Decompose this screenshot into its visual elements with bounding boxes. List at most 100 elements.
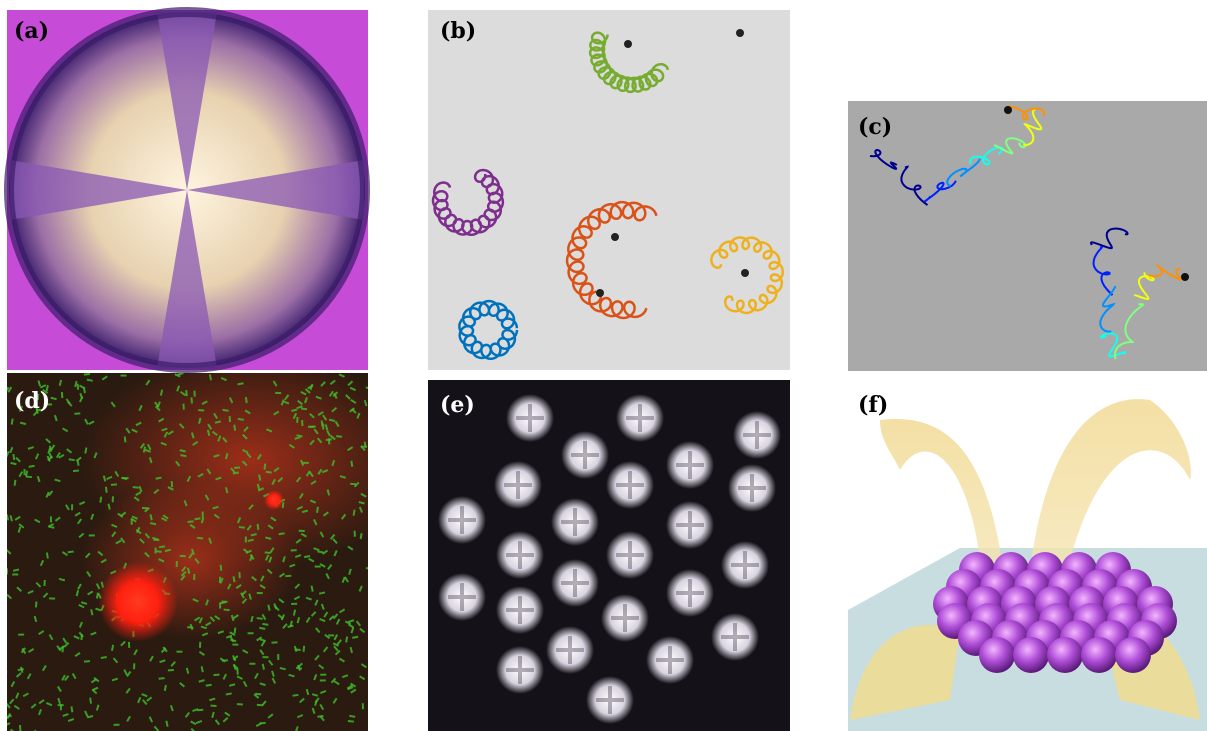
bacterium [110, 401, 116, 408]
bacterium [189, 523, 196, 529]
bacterium [250, 615, 254, 623]
bacterium [321, 549, 329, 555]
bacterium [180, 454, 187, 458]
bacterium [284, 394, 290, 401]
bacterium [164, 548, 171, 553]
bacterium [242, 448, 249, 454]
bacterium [133, 649, 138, 656]
bacterium [356, 412, 361, 419]
bacterium [139, 538, 145, 544]
bacterium [235, 583, 242, 589]
bacterium [214, 420, 222, 424]
spheres [933, 552, 1177, 673]
bacterium [264, 554, 270, 561]
bacterium [223, 608, 230, 612]
bacterium [190, 548, 195, 555]
bacterium [46, 455, 51, 462]
trajectories-c [869, 105, 1189, 360]
bacterium [170, 661, 176, 667]
bacterium [296, 714, 304, 719]
defect-cross [738, 474, 766, 502]
bacterium [161, 517, 168, 522]
bacterium [43, 579, 46, 586]
bacterium [230, 467, 236, 474]
bacterium [256, 523, 260, 530]
bacterium [159, 389, 164, 396]
bacterium [205, 621, 212, 627]
bacterium [190, 397, 193, 404]
bacterium [7, 514, 10, 521]
bacterium [325, 573, 330, 580]
particle [1181, 273, 1189, 281]
bacterium [267, 713, 274, 719]
bacterium [301, 420, 304, 427]
bacterium [167, 430, 174, 436]
bacterium [110, 483, 118, 486]
defect-cross [506, 596, 534, 624]
bacterium [365, 386, 368, 391]
trajectory [565, 200, 658, 320]
trajectory [588, 31, 670, 94]
bacterium [211, 430, 218, 437]
bacterium [196, 536, 204, 540]
bacterium [144, 448, 151, 453]
bacterium [363, 441, 367, 448]
bacterium [10, 680, 16, 688]
bacterium [46, 702, 53, 707]
sphere [1013, 637, 1049, 673]
bacterium [334, 649, 341, 656]
bacterium [9, 728, 16, 731]
bacterium [247, 538, 254, 542]
bacterium [273, 603, 278, 610]
bacterium [139, 442, 146, 449]
bacterium [201, 632, 209, 637]
bacterium [289, 620, 293, 627]
bacterium [315, 395, 322, 400]
bacterium [338, 608, 346, 614]
bacterium [289, 563, 296, 568]
particle [611, 233, 619, 241]
bacterium [350, 460, 354, 467]
bacterium [320, 381, 326, 387]
trajectory [1023, 108, 1043, 147]
bacterium [322, 414, 328, 421]
bacterium [338, 657, 346, 663]
bacterium [27, 446, 34, 450]
defect-cross [506, 656, 534, 684]
bacterium [259, 649, 265, 656]
bacterium [141, 506, 149, 510]
bacterium [42, 592, 49, 599]
bacterium [232, 576, 236, 583]
panel-label: (c) [858, 114, 892, 140]
bacterium [93, 677, 100, 683]
bacterium [241, 590, 247, 596]
bacterium [27, 590, 34, 595]
bacterium [287, 624, 294, 629]
bacterium [314, 565, 321, 568]
bacterium [15, 456, 21, 463]
defect-cross [676, 451, 704, 479]
bacterium [162, 514, 169, 520]
bacterium [100, 558, 107, 564]
bacterium [50, 396, 57, 401]
bacterium [212, 505, 219, 510]
bacterium [137, 696, 142, 704]
bacterium [86, 714, 94, 719]
bacterium [158, 677, 165, 680]
trajectory [993, 137, 1027, 155]
bacterium [323, 611, 329, 618]
bacterium [111, 496, 114, 503]
bacterium [18, 471, 24, 478]
bacterium [61, 551, 69, 557]
bacterium [260, 575, 265, 582]
bacterium [48, 634, 54, 641]
trajectory [1134, 272, 1155, 301]
bacterium [263, 463, 267, 470]
bacterium [259, 584, 266, 590]
defect-cross [676, 511, 704, 539]
bacterium [49, 597, 56, 600]
bacterium [194, 616, 201, 622]
bacterium [361, 703, 365, 710]
bacterium [308, 471, 314, 478]
bacterium [147, 443, 152, 451]
